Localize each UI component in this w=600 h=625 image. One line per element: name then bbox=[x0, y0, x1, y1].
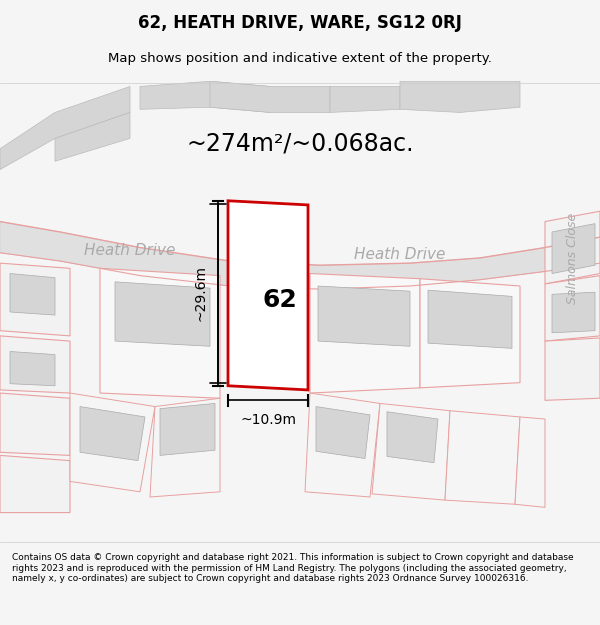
Polygon shape bbox=[0, 336, 70, 393]
Polygon shape bbox=[0, 456, 70, 512]
Polygon shape bbox=[445, 411, 520, 504]
Polygon shape bbox=[515, 417, 545, 508]
Text: ~29.6m: ~29.6m bbox=[194, 265, 208, 321]
Polygon shape bbox=[100, 268, 220, 398]
Polygon shape bbox=[545, 276, 600, 341]
Polygon shape bbox=[160, 404, 215, 456]
Polygon shape bbox=[330, 86, 400, 112]
Polygon shape bbox=[400, 81, 520, 112]
Polygon shape bbox=[210, 81, 330, 112]
Polygon shape bbox=[0, 393, 70, 456]
Polygon shape bbox=[428, 290, 512, 348]
Polygon shape bbox=[552, 224, 595, 274]
Polygon shape bbox=[545, 338, 600, 401]
Polygon shape bbox=[420, 279, 520, 388]
Text: 62, HEATH DRIVE, WARE, SG12 0RJ: 62, HEATH DRIVE, WARE, SG12 0RJ bbox=[138, 14, 462, 32]
Polygon shape bbox=[0, 263, 70, 336]
Polygon shape bbox=[310, 274, 420, 393]
Text: Contains OS data © Crown copyright and database right 2021. This information is : Contains OS data © Crown copyright and d… bbox=[12, 554, 574, 583]
Polygon shape bbox=[150, 398, 220, 497]
Polygon shape bbox=[545, 211, 600, 284]
Polygon shape bbox=[80, 406, 145, 461]
Text: Map shows position and indicative extent of the property.: Map shows position and indicative extent… bbox=[108, 52, 492, 65]
Polygon shape bbox=[316, 406, 370, 459]
Polygon shape bbox=[228, 201, 308, 390]
Polygon shape bbox=[55, 112, 130, 161]
Polygon shape bbox=[552, 292, 595, 332]
Polygon shape bbox=[0, 86, 130, 169]
Text: Heath Drive: Heath Drive bbox=[85, 243, 176, 258]
Polygon shape bbox=[305, 393, 380, 497]
Polygon shape bbox=[70, 393, 155, 492]
Polygon shape bbox=[318, 286, 410, 346]
Polygon shape bbox=[10, 351, 55, 386]
Text: Salmons Close: Salmons Close bbox=[566, 213, 578, 304]
Polygon shape bbox=[0, 221, 600, 289]
Text: ~10.9m: ~10.9m bbox=[240, 412, 296, 427]
Polygon shape bbox=[10, 274, 55, 315]
Text: ~274m²/~0.068ac.: ~274m²/~0.068ac. bbox=[186, 132, 414, 156]
Polygon shape bbox=[372, 404, 450, 500]
Polygon shape bbox=[140, 81, 270, 112]
Text: 62: 62 bbox=[263, 288, 298, 311]
Polygon shape bbox=[115, 282, 210, 346]
Text: Heath Drive: Heath Drive bbox=[355, 248, 446, 262]
Polygon shape bbox=[387, 412, 438, 462]
